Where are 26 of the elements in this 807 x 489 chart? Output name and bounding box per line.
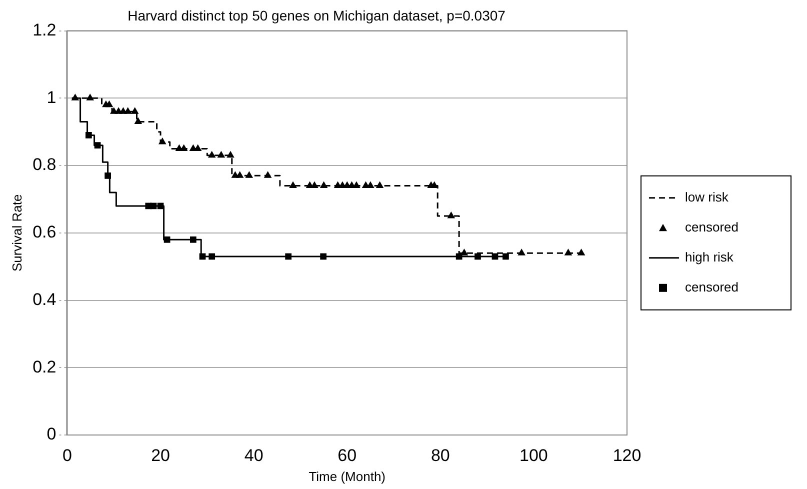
x-tick-label: 120 [612,446,642,465]
y-tick-label: 0.2 [32,357,56,376]
y-tick-label: 1.2 [32,20,56,40]
legend-label: low risk [685,189,729,204]
legend-label: censored [685,279,738,294]
y-tick-label: 0.6 [32,222,56,242]
y-tick-label: 0.8 [32,155,56,174]
y-tick-label: 0.4 [32,290,56,309]
point [124,107,132,114]
x-axis-title: Time (Month) [308,468,386,484]
x-tick-label: 40 [244,446,264,465]
legend-label: high risk [685,249,734,264]
y-tick-label: 1 [46,88,56,107]
point [289,181,297,188]
point [86,94,94,100]
x-tick-label: 60 [338,446,357,465]
x-tick-label: 80 [430,446,450,465]
x-tick-label: 20 [151,446,170,465]
chart-title: Harvard distinct top 50 genes on Michigan dataset, p=0.0307 [128,7,506,24]
x-tick-label: 0 [62,446,72,465]
point [447,212,456,218]
y-tick-label: 0 [46,424,56,444]
legend-label: censored [685,219,738,234]
x-tick-label: 100 [520,446,548,465]
y-axis-title: Survival Rate [9,194,24,272]
point [320,181,328,188]
